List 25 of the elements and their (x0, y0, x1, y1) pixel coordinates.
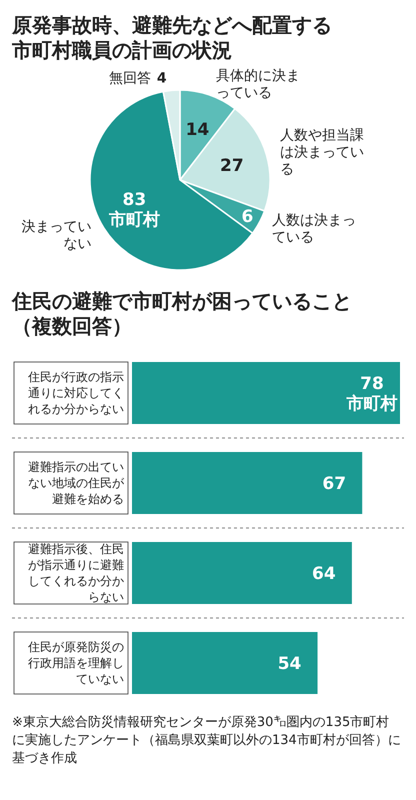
bar (132, 632, 318, 694)
data-label: 4 (156, 70, 167, 86)
slice-label: 人数は決まっている (272, 212, 356, 246)
bar (132, 452, 362, 514)
data-label: 78市町村 (346, 374, 398, 414)
slice-label: 具体的に決まっている (216, 68, 300, 101)
chart-title: 原発事故時、避難先などへ配置する市町村職員の計画の状況 (11, 13, 332, 62)
text: ※東京大総合防災情報研究センターが原発30㌔圏内の135市町村に実施したアンケート（福島県双葉町以外の134市町村が回答）に基づき作成 (12, 715, 401, 766)
data-label: 6 (241, 207, 254, 228)
data-label: 54 (278, 654, 302, 674)
slice-label: 人数や担当課は決まっている (280, 128, 364, 178)
data-label: 27 (220, 156, 244, 176)
bar (132, 362, 400, 424)
data-label: 67 (322, 474, 346, 494)
data-label: 64 (312, 564, 336, 584)
data-label: 83市町村 (108, 190, 160, 230)
y-tick-label: 住民が行政の指示通りに対応してくれるか分からない (27, 370, 124, 416)
bar (132, 542, 352, 604)
y-tick-label: 避難指示後、住民が指示通りに避難してくれるか分からない (28, 542, 124, 604)
slice-label: 決まっていない (21, 218, 92, 252)
y-tick-label: 避難指示の出ていない地域の住民が避難を始める (28, 460, 125, 506)
slice-label: 無回答 (108, 70, 151, 86)
data-label: 14 (186, 120, 210, 140)
y-tick-label: 住民が原発防災の行政用語を理解していない (27, 640, 124, 686)
chart-title: 住民の避難で市町村が困っていること（複数回答） (11, 289, 352, 338)
